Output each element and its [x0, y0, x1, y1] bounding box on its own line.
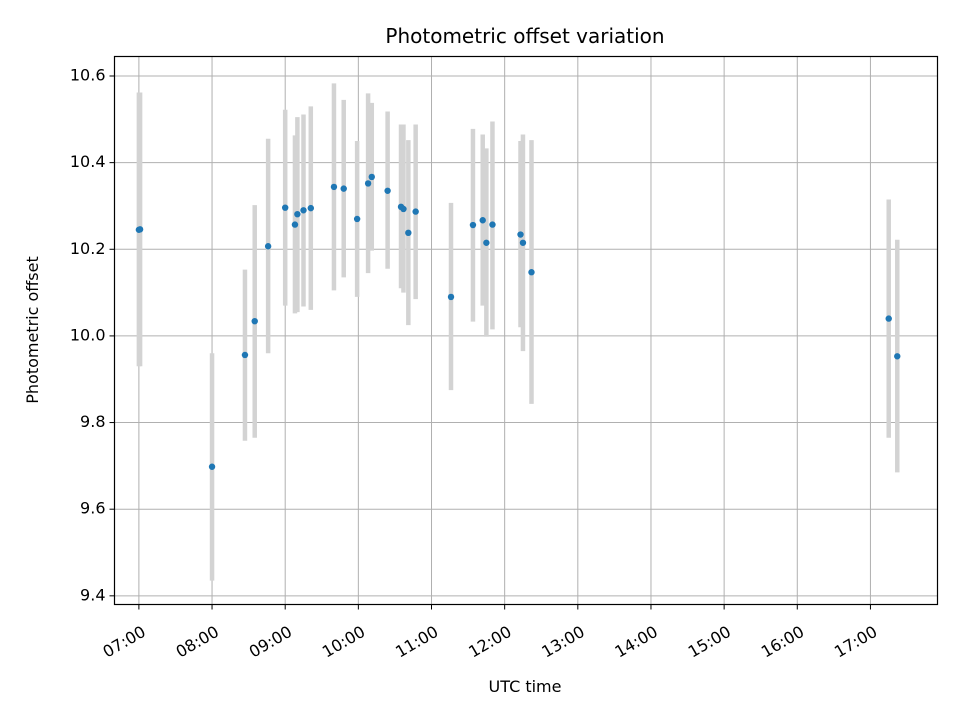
data-point — [447, 293, 455, 301]
data-point — [479, 217, 486, 224]
data-point — [412, 208, 419, 215]
data-point — [885, 315, 892, 322]
data-point — [291, 221, 299, 228]
y-tick-label: 10.2 — [70, 239, 106, 258]
data-point — [517, 231, 524, 238]
y-axis-ticks: 9.4 9.6 9.8 10.0 10.2 10.4 10.6 — [70, 65, 115, 604]
data-point — [400, 205, 407, 213]
data-point — [340, 185, 347, 192]
y-tick-label: 10.0 — [70, 325, 106, 344]
data-point — [353, 215, 361, 223]
plot-frame — [113, 55, 939, 606]
data-point — [519, 239, 527, 246]
data-point — [405, 229, 412, 237]
y-tick-label: 9.8 — [80, 412, 105, 431]
data-point — [300, 207, 307, 214]
data-points — [135, 173, 901, 470]
y-tick-label: 9.4 — [80, 585, 105, 604]
data-point — [251, 317, 258, 325]
data-point — [483, 239, 490, 246]
data-point — [208, 463, 216, 470]
grid-lines — [114, 56, 938, 605]
data-point — [294, 210, 301, 218]
data-point — [264, 243, 272, 250]
data-point — [241, 351, 249, 359]
data-point — [281, 204, 289, 211]
y-tick-label: 10.6 — [70, 65, 106, 84]
data-point — [136, 226, 144, 233]
x-axis-label: UTC time — [489, 677, 562, 696]
data-point — [469, 221, 477, 229]
data-point — [364, 180, 372, 187]
y-axis-label: Photometric offset — [23, 256, 42, 404]
data-point — [307, 204, 315, 212]
data-point — [330, 183, 338, 191]
data-point — [368, 173, 375, 181]
data-point — [528, 269, 535, 276]
y-tick-label: 9.6 — [80, 499, 105, 518]
data-point — [384, 187, 391, 194]
chart-title: Photometric offset variation — [385, 24, 664, 48]
y-tick-label: 10.4 — [70, 152, 106, 171]
data-point — [894, 353, 901, 360]
data-point — [489, 221, 496, 228]
